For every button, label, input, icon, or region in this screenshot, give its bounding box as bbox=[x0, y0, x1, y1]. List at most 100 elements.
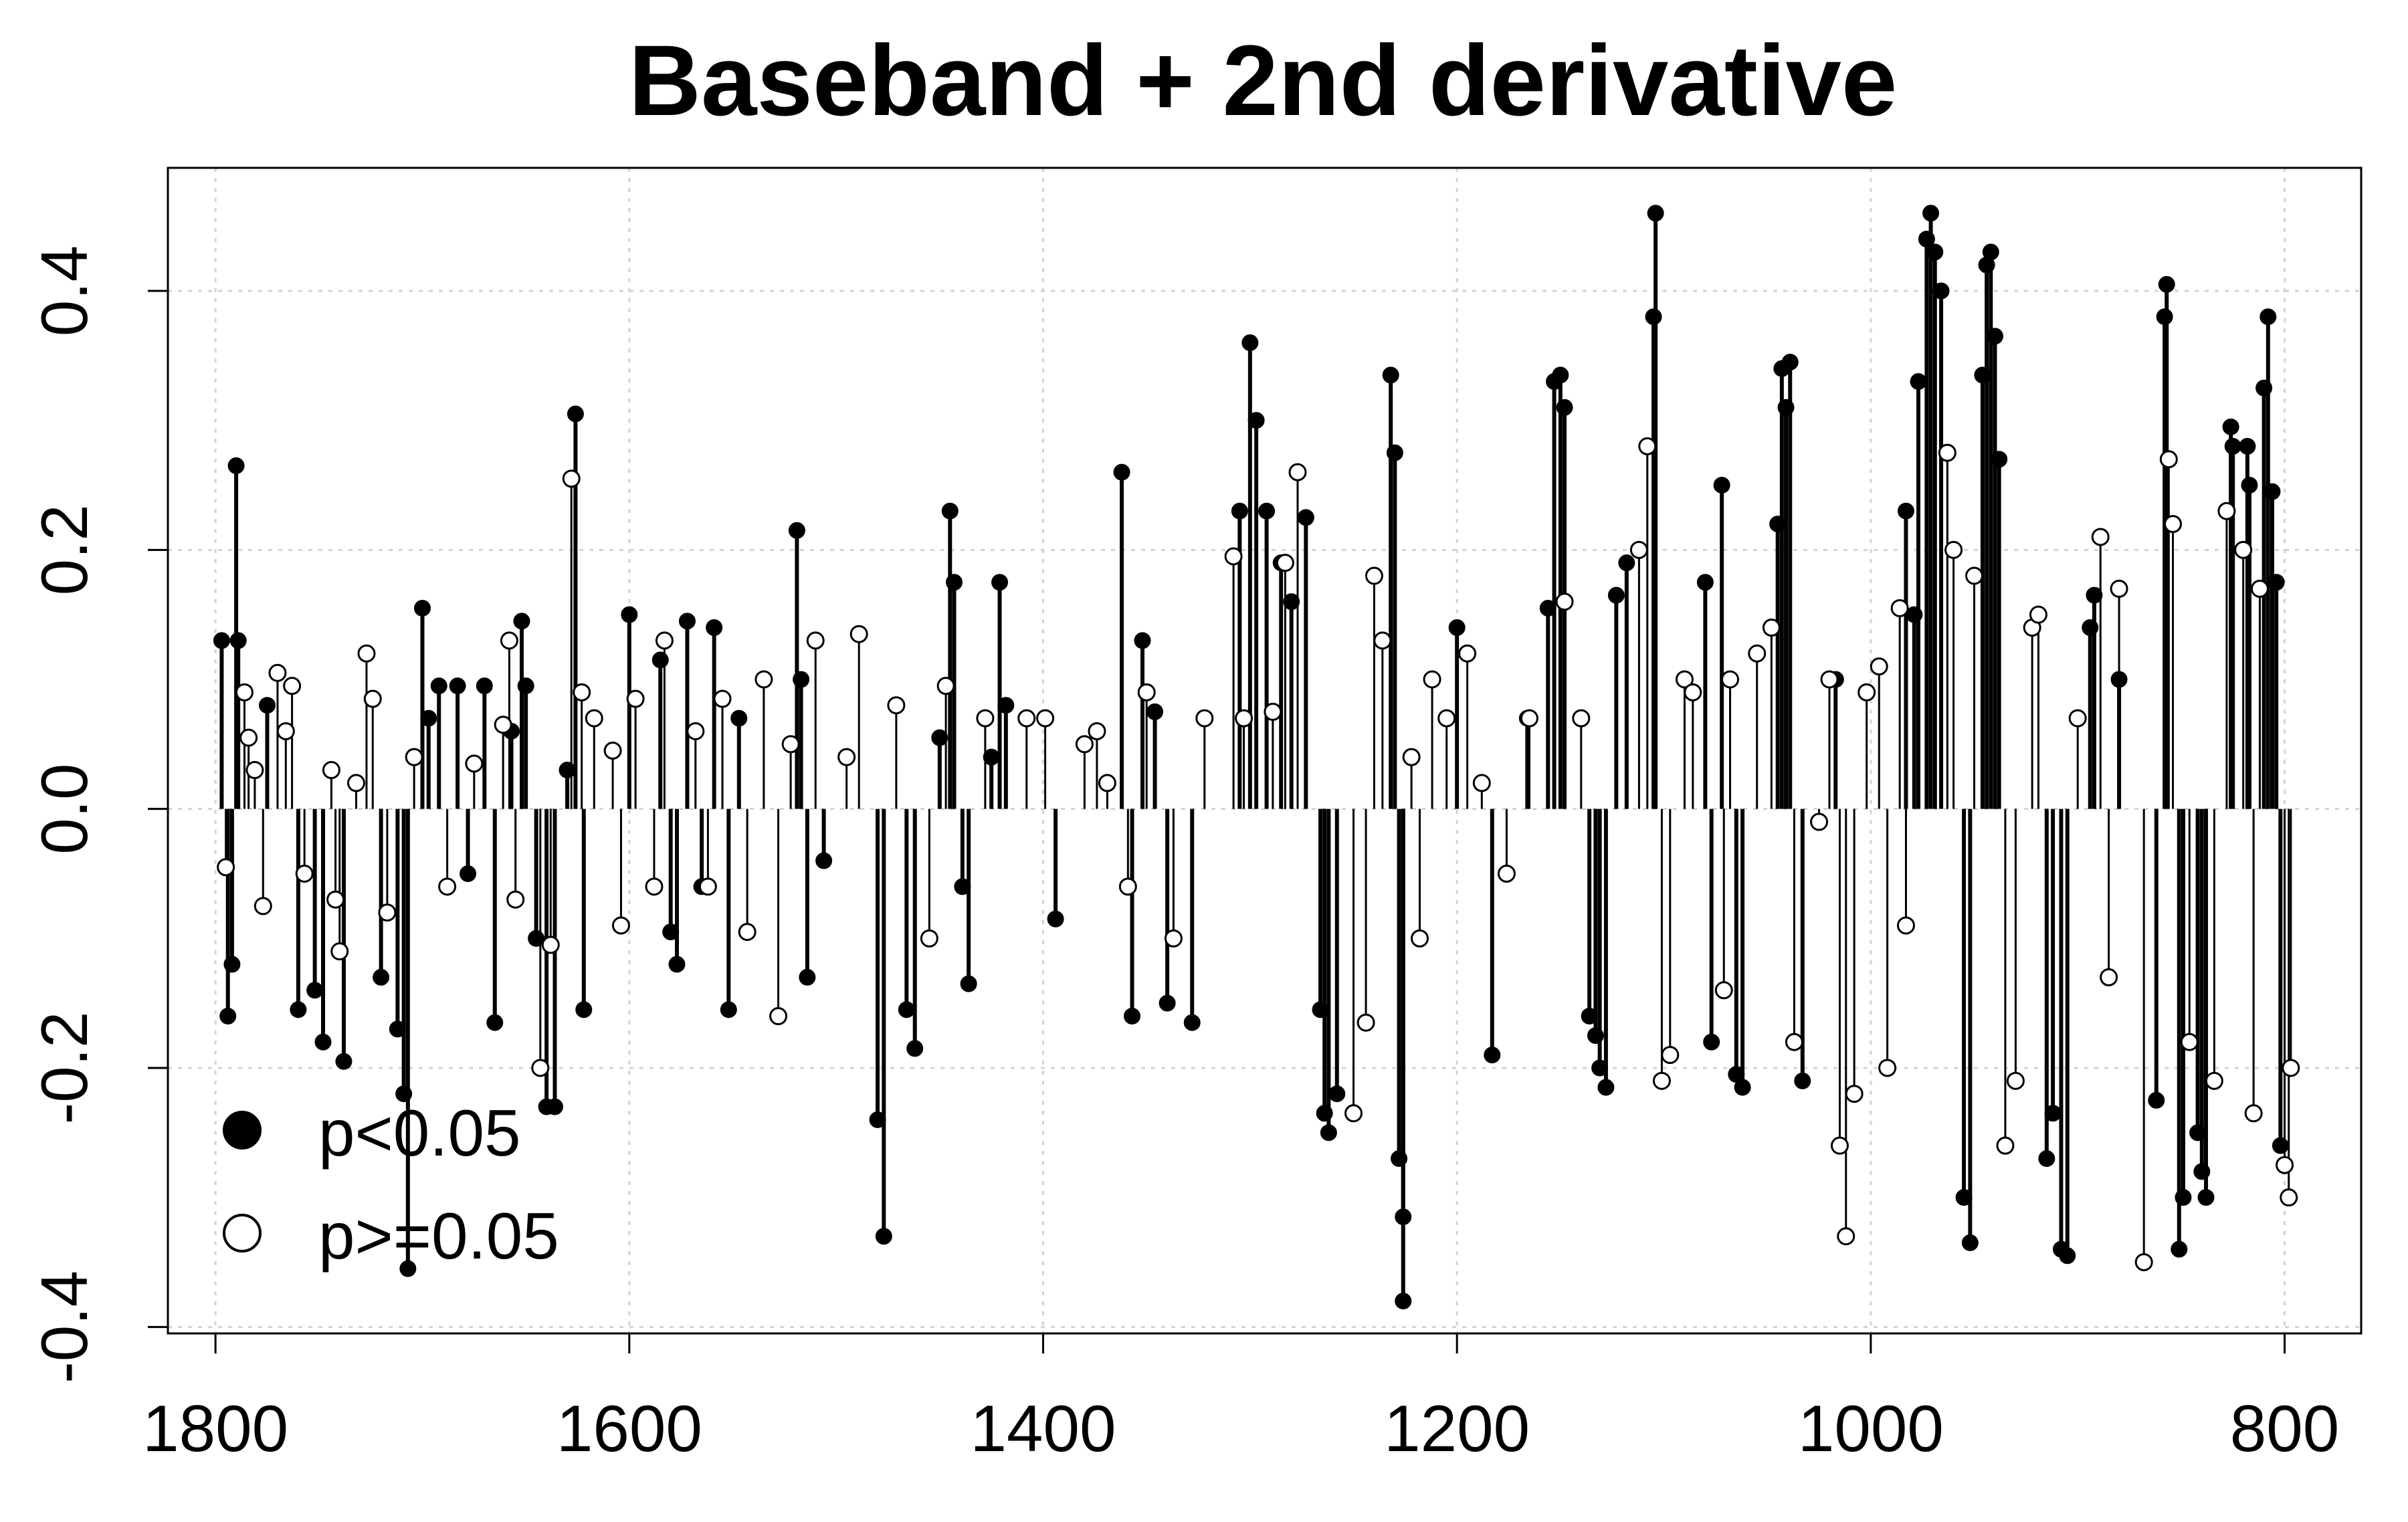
point-not-significant bbox=[626, 689, 645, 708]
point-significant bbox=[1991, 451, 2008, 468]
point-not-significant bbox=[239, 728, 258, 747]
point-significant bbox=[662, 923, 680, 941]
point-not-significant bbox=[655, 631, 674, 650]
point-significant bbox=[678, 613, 696, 630]
point-not-significant bbox=[769, 1007, 788, 1026]
point-not-significant bbox=[1411, 929, 1429, 948]
point-significant bbox=[2175, 1189, 2192, 1206]
point-not-significant bbox=[541, 936, 560, 954]
point-significant bbox=[486, 1014, 504, 1031]
y-axis: -0.4 -0.2 0.0 0.2 0.4 bbox=[27, 245, 168, 1384]
point-not-significant bbox=[1878, 1059, 1897, 1077]
point-significant bbox=[2241, 476, 2258, 494]
point-not-significant bbox=[357, 644, 376, 663]
point-not-significant bbox=[1365, 566, 1383, 585]
point-significant bbox=[1734, 1079, 1751, 1096]
point-significant bbox=[2110, 671, 2128, 688]
point-significant bbox=[1328, 1085, 1346, 1103]
point-not-significant bbox=[1890, 599, 1909, 617]
point-significant bbox=[1607, 586, 1625, 604]
point-not-significant bbox=[2068, 709, 2087, 728]
point-not-significant bbox=[806, 631, 825, 650]
point-not-significant bbox=[2282, 1059, 2300, 1077]
point-not-significant bbox=[1572, 709, 1591, 728]
point-not-significant bbox=[1288, 463, 1307, 481]
point-not-significant bbox=[2250, 579, 2269, 598]
legend-label-significant: p<0.05 bbox=[318, 1096, 520, 1170]
point-significant bbox=[290, 1001, 307, 1018]
point-not-significant bbox=[378, 903, 397, 922]
point-significant bbox=[906, 1040, 924, 1057]
point-significant bbox=[449, 677, 466, 695]
point-significant bbox=[945, 574, 963, 591]
point-not-significant bbox=[2180, 1032, 2199, 1051]
point-significant bbox=[546, 1098, 563, 1115]
point-not-significant bbox=[494, 716, 512, 734]
point-significant bbox=[2156, 308, 2173, 326]
point-not-significant bbox=[235, 683, 254, 701]
x-tick-label: 1600 bbox=[557, 1392, 702, 1465]
point-significant bbox=[213, 632, 230, 649]
point-not-significant bbox=[1684, 683, 1702, 701]
point-not-significant bbox=[936, 677, 955, 695]
point-not-significant bbox=[346, 774, 365, 792]
point-significant bbox=[1587, 1027, 1604, 1045]
point-significant bbox=[1241, 334, 1259, 351]
point-significant bbox=[1777, 399, 1795, 416]
point-not-significant bbox=[254, 897, 272, 915]
point-significant bbox=[793, 671, 810, 688]
point-significant bbox=[227, 457, 245, 474]
point-significant bbox=[1382, 366, 1399, 384]
point-not-significant bbox=[1373, 631, 1392, 650]
point-not-significant bbox=[268, 663, 287, 682]
point-significant bbox=[1703, 1033, 1720, 1051]
point-not-significant bbox=[1402, 748, 1421, 766]
point-significant bbox=[1395, 1208, 1412, 1226]
point-not-significant bbox=[1423, 670, 1441, 689]
point-significant bbox=[2171, 1240, 2188, 1258]
point-significant bbox=[1395, 1293, 1412, 1310]
point-significant bbox=[1484, 1047, 1501, 1064]
point-significant bbox=[373, 968, 390, 986]
point-significant bbox=[1581, 1008, 1598, 1025]
point-not-significant bbox=[1036, 709, 1055, 728]
point-not-significant bbox=[1276, 554, 1294, 572]
point-significant bbox=[2197, 1189, 2215, 1206]
point-not-significant bbox=[2029, 605, 2047, 624]
point-significant bbox=[960, 975, 977, 992]
point-not-significant bbox=[1996, 1136, 2015, 1155]
data-stems bbox=[219, 213, 2292, 1301]
point-significant bbox=[1320, 1124, 1337, 1142]
chart-title: Baseband + 2nd derivative bbox=[629, 24, 1898, 136]
legend-filled-marker-icon bbox=[223, 1111, 262, 1150]
point-not-significant bbox=[245, 761, 264, 780]
point-significant bbox=[2272, 1137, 2289, 1154]
point-significant bbox=[788, 522, 805, 539]
x-tick-label: 1200 bbox=[1384, 1392, 1530, 1465]
point-significant bbox=[799, 968, 816, 986]
point-not-significant bbox=[755, 670, 773, 689]
point-not-significant bbox=[611, 916, 630, 935]
point-significant bbox=[258, 697, 276, 714]
point-not-significant bbox=[1944, 540, 1963, 559]
point-significant bbox=[898, 1001, 915, 1018]
point-not-significant bbox=[562, 469, 581, 488]
point-not-significant bbox=[1497, 864, 1516, 883]
point-not-significant bbox=[2134, 1253, 2153, 1271]
point-significant bbox=[668, 956, 686, 973]
y-tick-label: 0.2 bbox=[27, 504, 101, 595]
point-significant bbox=[1539, 599, 1557, 617]
x-tick-label: 800 bbox=[2230, 1392, 2340, 1465]
point-not-significant bbox=[1344, 1104, 1363, 1123]
point-significant bbox=[1124, 1008, 1141, 1025]
point-significant bbox=[997, 697, 1015, 714]
point-not-significant bbox=[1820, 670, 1839, 689]
point-not-significant bbox=[217, 858, 235, 877]
point-significant bbox=[991, 574, 1009, 591]
point-significant bbox=[954, 878, 971, 895]
point-significant bbox=[1713, 476, 1730, 494]
point-significant bbox=[2044, 1105, 2062, 1122]
point-significant bbox=[575, 1001, 593, 1018]
point-not-significant bbox=[686, 722, 705, 740]
